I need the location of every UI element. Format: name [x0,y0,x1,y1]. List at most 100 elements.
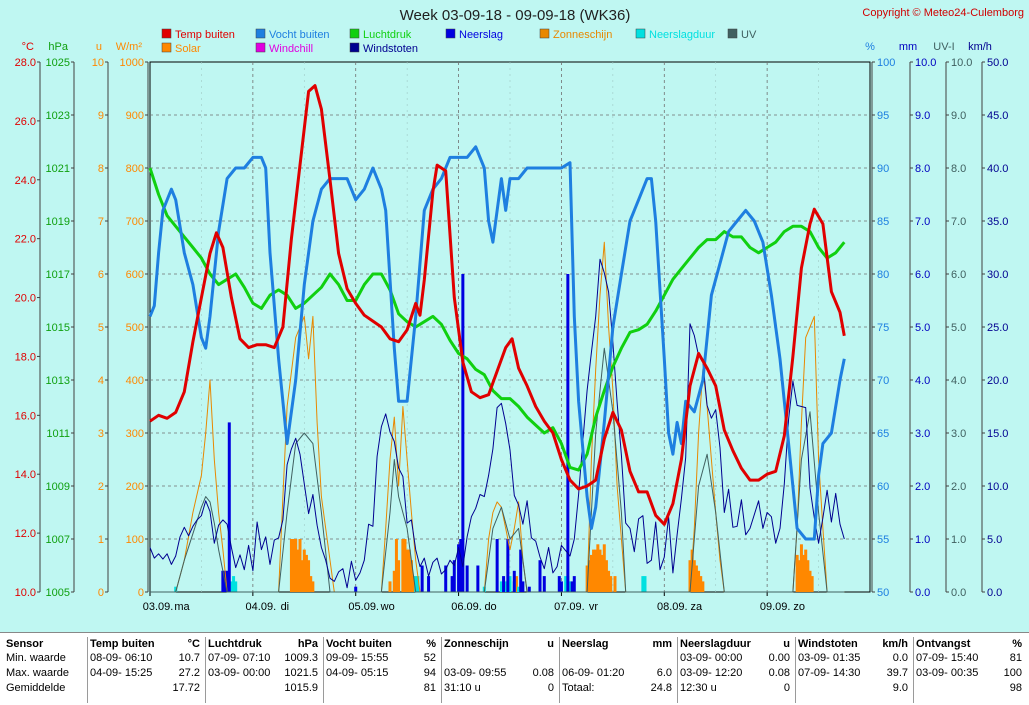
rain-bar [450,576,454,592]
x-tick-label: 06.09. [451,601,482,613]
axis-label-pressure: 1025 [46,57,70,69]
stats-separator [205,637,206,703]
axis-label-temp: 28.0 [15,57,36,69]
axis-label-pressure: 1019 [46,216,70,228]
sunshine-bar [806,560,810,592]
rainduration-bar [641,576,645,592]
stats-value: 0.08 [532,667,554,679]
stats-time: 31:10 u [444,682,481,694]
axis-unit-temp: °C [22,41,34,53]
stats-row-max: 04-09- 15:25 27.2 [90,666,204,681]
stats-column-title: Ontvangst% [916,638,1022,650]
legend-swatch [161,28,172,39]
stats-column-title: Temp buiten °C [90,638,200,650]
sunshine-bar [594,549,598,592]
stats-row-min: 07-09- 07:10 1009.3 [208,651,322,666]
legend-label: Temp buiten [175,29,235,41]
stats-column: Luchtdruk hPa 07-09- 07:10 1009.3 03-09- 00:… [208,637,322,703]
sunshine-bar [797,560,801,592]
rainduration-bar [499,581,503,592]
axis-label-solar: 200 [126,481,144,493]
stats-column: Neerslag mm 06-09- 01:20 6.0 Totaal: 24.8 [562,637,676,703]
stats-value: 81 [1009,652,1022,664]
x-day-label: zo [793,601,805,613]
sunshine-bar [302,549,306,592]
stats-row-min: 08-09- 06:10 10.7 [90,651,204,666]
stats-row-max: 06-09- 01:20 6.0 [562,666,676,681]
stats-column: Neerslagduur u 03-09- 00:00 0.00 03-09- 12:2… [680,637,794,703]
stats-separator [441,637,442,703]
stats-row-min: 09-09- 15:55 52 [326,651,440,666]
stats-time: 04-09- 15:25 [90,667,153,679]
stats-value: 0 [547,682,554,694]
stats-value: 0 [783,682,790,694]
axis-label-sunshine: 9 [98,110,104,122]
stats-separator [323,637,324,703]
sunshine-bar [692,560,696,592]
rainduration-bar [232,576,236,592]
axis-label-temp: 14.0 [15,469,36,481]
sunshine-bar [311,581,315,592]
axis-label-solar: 800 [126,163,144,175]
axis-label-pressure: 1011 [46,428,70,440]
axis-label-rain: 9.0 [915,110,930,122]
weather-chart: 10.0 12.0 14.0 16.0 18.0 20.0 22.0 24.0 26.0 28.0… [0,0,1029,632]
axis-label-humidity: 55 [877,534,889,546]
rainduration-bar [504,581,508,592]
stats-row-avg: 98 [916,681,1026,696]
rain-bar [521,581,525,592]
rainduration-bar [174,586,178,592]
rain-bar [461,274,465,592]
rain-bar [420,565,424,592]
axis-label-uv: 10.0 [951,57,972,69]
rain-bar [512,570,516,592]
axis-label-solar: 100 [126,534,144,546]
axis-label-rain: 0.0 [915,587,930,599]
axis-label-rain: 8.0 [915,163,930,175]
stats-sensor-header: Sensor [6,638,44,650]
stats-column: Zonneschijn u 03-09- 09:55 0.08 31:10 u 0 [444,637,558,703]
axis-label-humidity: 75 [877,322,889,334]
x-tick-label: 07.09. [554,601,585,613]
axis-label-solar: 600 [126,269,144,281]
stats-max-label: Max. waarde [6,667,69,679]
stats-column-unit: % [426,638,436,650]
axis-label-pressure: 1009 [46,481,70,493]
stats-row-avg: 17.72 [90,681,204,696]
rain-bar [572,576,576,592]
stats-separator [87,637,88,703]
humidity-line [148,145,846,541]
stats-column-title: Neerslagduur u [680,638,790,650]
axis-label-pressure: 1021 [46,163,70,175]
axis-label-sunshine: 5 [98,322,104,334]
x-day-label: di [281,601,290,613]
axis-unit-wind: km/h [968,41,992,53]
stats-value: 1015.9 [284,682,318,694]
sunshine-bar [309,576,313,592]
x-tick-label: 03.09. [143,601,174,613]
sunshine-bar [409,560,413,592]
axis-unit-sunshine: u [96,41,102,53]
stats-column-unit: hPa [297,638,318,650]
stats-row-min: 03-09- 01:35 0.0 [798,651,912,666]
axis-label-humidity: 95 [877,110,889,122]
sunshine-bar [294,539,298,592]
stats-column-unit: % [1012,638,1022,650]
axis-unit-pressure: hPa [48,41,68,53]
stats-value: 27.2 [178,667,200,679]
x-day-label: ma [174,601,190,613]
axis-label-sunshine: 6 [98,269,104,281]
rain-bar [566,274,570,592]
stats-value: 94 [423,667,436,679]
temp-line [149,84,846,526]
legend-swatch [445,28,456,39]
stats-value: 52 [423,652,436,664]
sunshine-bar [795,554,799,592]
stats-column: Vocht buiten% 09-09- 15:55 52 04-09- 05:15 9… [326,637,440,703]
axis-label-wind: 0.0 [987,587,1002,599]
rainduration-bar [414,576,418,592]
stats-avg-label: Gemiddelde [6,682,66,694]
sunshine-bar [394,539,398,592]
legend-swatch [727,28,738,39]
stats-time: 04-09- 05:15 [326,667,389,679]
